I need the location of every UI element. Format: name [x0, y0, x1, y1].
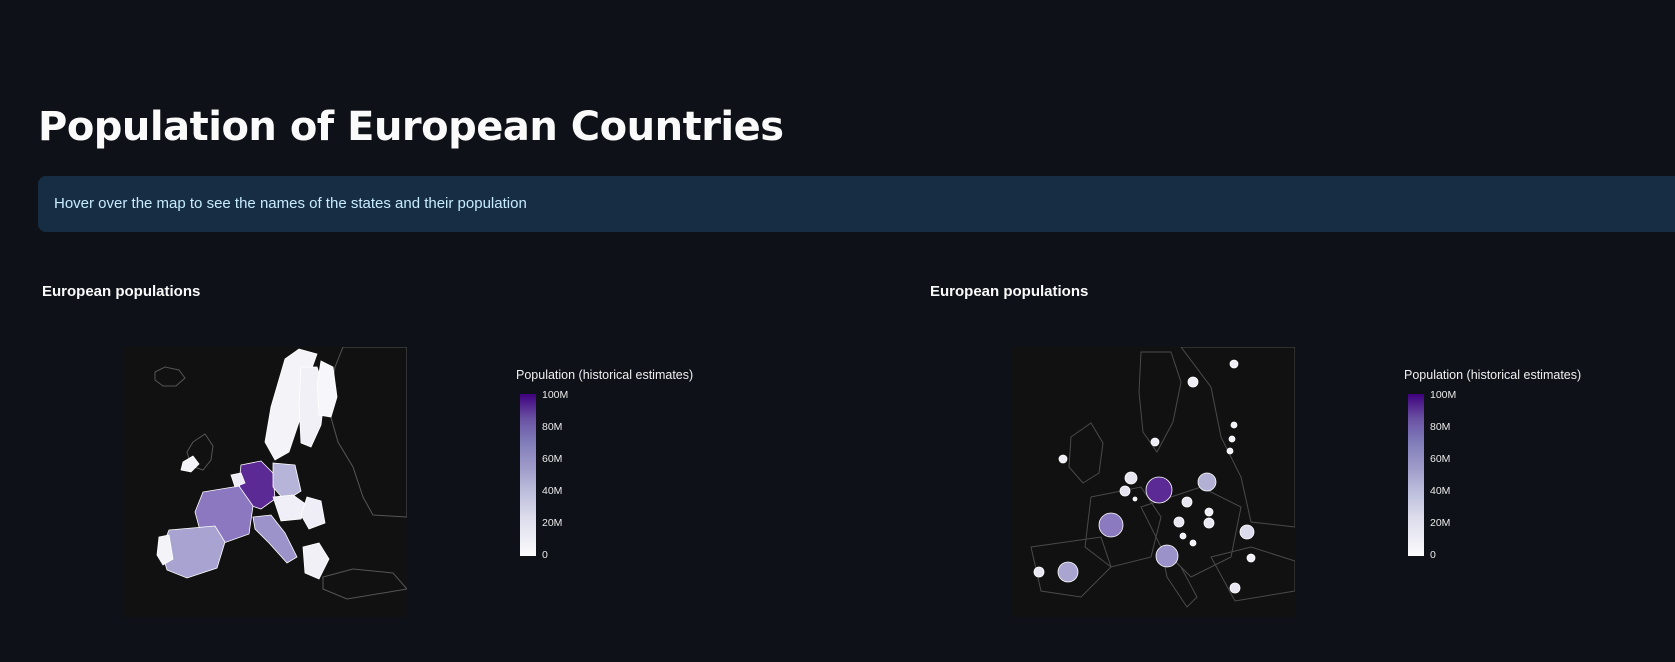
finland-bubble: [1229, 359, 1239, 369]
info-alert: Hover over the map to see the names of t…: [38, 176, 1675, 232]
hungary-bubble: [1203, 517, 1215, 529]
colorbar: [520, 394, 536, 556]
lithuania-bubble: [1226, 447, 1234, 455]
italy-bubble: [1155, 544, 1179, 568]
netherlands-bubble: [1124, 471, 1138, 485]
colorbar-tick: 20M: [1430, 517, 1451, 529]
colorbar-tick: 60M: [542, 453, 563, 465]
slovakia-bubble: [1204, 507, 1214, 517]
romania-region: [300, 496, 326, 530]
ireland-bubble: [1058, 454, 1068, 464]
colorbar-title: Population (historical estimates): [1404, 368, 1582, 382]
page-title: Population of European Countries: [38, 104, 784, 150]
italy-region: [252, 514, 298, 564]
chart-heading: European populations: [42, 283, 201, 300]
choropleth-map[interactable]: [123, 347, 407, 617]
colorbar-tick: 60M: [1430, 453, 1451, 465]
france-outline: [1084, 486, 1162, 568]
greece-bubble: [1229, 582, 1241, 594]
colorbar-tick: 20M: [542, 517, 563, 529]
colorbar-tick: 0: [542, 549, 548, 561]
russia-outline: [327, 347, 407, 518]
chart-heading: European populations: [930, 283, 1089, 300]
spain-bubble: [1057, 561, 1079, 583]
colorbar: [1408, 394, 1424, 556]
colorbar-tick: 0: [1430, 549, 1436, 561]
sweden-bubble: [1187, 376, 1199, 388]
portugal-region: [156, 534, 174, 566]
iceland-outline: [154, 366, 186, 387]
colorbar-title: Population (historical estimates): [516, 368, 694, 382]
luxembourg-bubble: [1132, 496, 1138, 502]
colorbar-tick: 100M: [1430, 389, 1457, 401]
germany-bubble: [1145, 476, 1173, 504]
france-bubble: [1098, 512, 1124, 538]
bulgaria-bubble: [1246, 553, 1256, 563]
portugal-bubble: [1033, 566, 1045, 578]
belgium-bubble: [1119, 485, 1131, 497]
colorbar-tick: 40M: [1430, 485, 1451, 497]
colorbar-tick: 100M: [542, 389, 569, 401]
balkans-outline: [1210, 546, 1295, 602]
estonia-bubble: [1230, 421, 1238, 429]
russia-outline: [1180, 347, 1295, 528]
austria-bubble: [1173, 516, 1185, 528]
finland-region: [316, 360, 338, 418]
denmark-bubble: [1150, 437, 1160, 447]
colorbar-tick: 80M: [542, 421, 563, 433]
ireland-region: [180, 455, 200, 473]
turkey-outline: [322, 568, 407, 600]
latvia-bubble: [1228, 435, 1236, 443]
scandinavia-outline: [1138, 351, 1182, 453]
italy-outline: [1160, 545, 1198, 608]
colorbar-tick: 40M: [542, 485, 563, 497]
bubble-map[interactable]: [1011, 347, 1295, 617]
colorbar-tick: 80M: [1430, 421, 1451, 433]
poland-bubble: [1197, 472, 1217, 492]
croatia-bubble: [1189, 539, 1197, 547]
benelux-region: [230, 472, 246, 488]
iberia-outline: [1030, 536, 1112, 598]
czechia-bubble: [1181, 496, 1193, 508]
uk-outline: [186, 433, 214, 471]
greece-region: [302, 542, 330, 580]
slovenia-bubble: [1179, 532, 1187, 540]
uk-outline: [1068, 422, 1104, 484]
romania-bubble: [1239, 524, 1255, 540]
